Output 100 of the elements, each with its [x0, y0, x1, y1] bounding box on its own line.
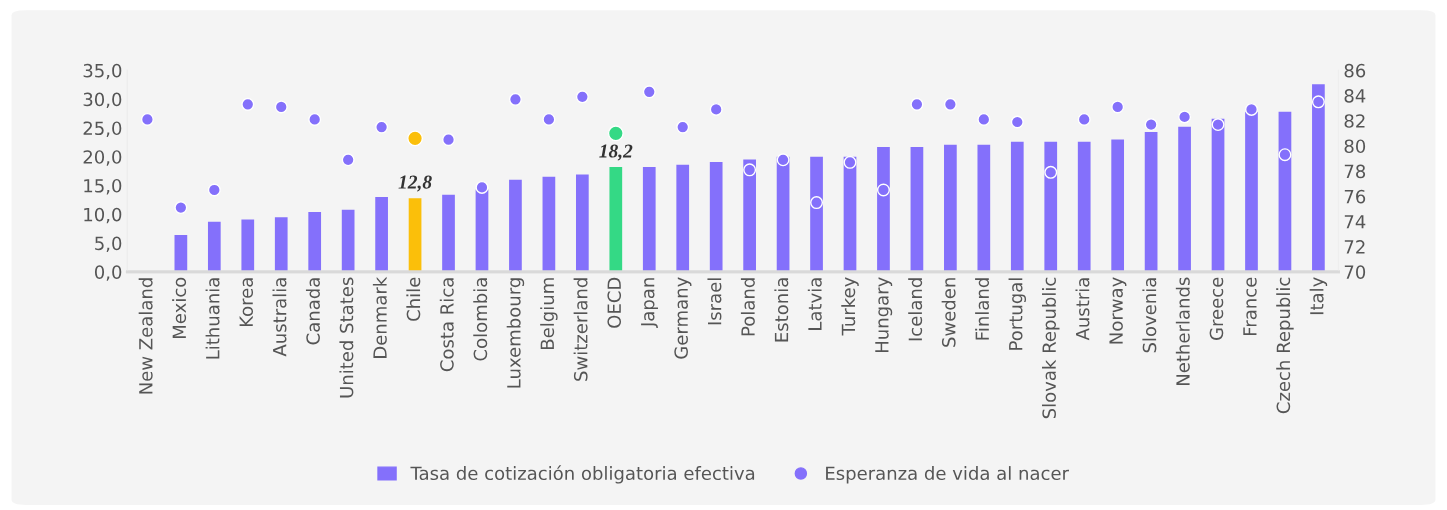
legend-label: Tasa de cotización obligatoria efectiva: [410, 465, 755, 484]
y-tick-label: 15,0: [84, 178, 122, 195]
point: [542, 112, 556, 126]
y-tick-label: 0,0: [94, 265, 122, 281]
point: [743, 163, 757, 177]
bar: [743, 159, 756, 272]
x-tick-label: Estonia: [774, 278, 789, 342]
bar: [642, 167, 656, 272]
x-tick-label: Luxembourg: [506, 278, 525, 388]
y2-tick-label: 82: [1344, 114, 1365, 128]
point: [308, 112, 322, 126]
point: [642, 85, 656, 99]
bar: [509, 179, 522, 272]
x-tick-label: Denmark: [372, 276, 387, 358]
x-tick-label: Netherlands: [1175, 277, 1190, 385]
bar: [910, 146, 924, 272]
point: [709, 102, 723, 116]
x-tick-label: Sweden: [941, 278, 956, 347]
point: [876, 183, 890, 197]
x-tick-label: Canada: [305, 278, 320, 345]
point: [575, 90, 589, 104]
bar: [207, 221, 221, 272]
point: [1144, 118, 1158, 132]
point: [207, 183, 221, 197]
point: [241, 97, 255, 111]
bar: [1211, 118, 1225, 272]
x-tick-label: Latvia: [807, 278, 822, 330]
x-tick-label: Norway: [1109, 277, 1127, 344]
point: [1211, 118, 1225, 132]
point: [1010, 115, 1024, 129]
x-tick-label: New Zealand: [138, 278, 153, 394]
point: [174, 201, 188, 215]
point: [977, 112, 991, 126]
x-tick-label: Korea: [239, 278, 254, 327]
point: [910, 97, 924, 111]
point: [843, 155, 857, 169]
point: [442, 133, 456, 147]
point: [140, 112, 154, 126]
point: [943, 97, 957, 111]
x-tick-label: Chile: [406, 277, 421, 321]
point: [810, 196, 824, 210]
bar: [609, 167, 623, 272]
point: [1311, 95, 1325, 109]
y2-tick-label: 70: [1344, 265, 1366, 279]
y-tick-label: 10,0: [84, 207, 122, 224]
point: [274, 100, 288, 114]
x-tick-label: Australia: [272, 278, 287, 357]
x-tick-label: Belgium: [540, 278, 558, 349]
x-tick-label: Portugal: [1008, 278, 1027, 350]
bar: [1178, 126, 1191, 272]
point: [1044, 165, 1058, 179]
x-tick-label: Czech Republic: [1276, 277, 1294, 414]
bar: [1044, 141, 1058, 272]
bar: [442, 194, 455, 272]
bar: [241, 219, 255, 272]
bar: [1278, 111, 1292, 272]
point: [1244, 102, 1258, 116]
bar: [408, 198, 422, 272]
point: [1278, 148, 1292, 162]
point: [375, 120, 389, 134]
bar: [575, 174, 589, 272]
bar: [1010, 141, 1024, 272]
data-label: 18,2: [599, 144, 633, 161]
x-tick-label: Germany: [674, 277, 692, 359]
x-tick-label: Austria: [1075, 278, 1090, 341]
bar: [174, 234, 188, 272]
y2-tick-label: 74: [1344, 215, 1366, 229]
data-label: 12,8: [398, 175, 432, 192]
bar: [308, 211, 322, 272]
bar: [274, 217, 288, 272]
y2-tick-label: 86: [1344, 63, 1366, 78]
x-tick-label: Hungary: [875, 277, 893, 353]
x-tick-label: Lithuania: [205, 278, 220, 359]
x-tick-label: United States: [339, 277, 354, 398]
point: [341, 153, 355, 167]
x-tick-label: Iceland: [908, 278, 923, 341]
bar: [1077, 141, 1091, 272]
bar: [341, 209, 355, 272]
point: [1178, 110, 1192, 124]
y-tick-label: 20,0: [83, 150, 122, 166]
point: [508, 92, 522, 106]
y2-tick-label: 76: [1344, 189, 1366, 204]
bar: [709, 161, 723, 272]
x-tick-label: Japan: [641, 278, 658, 328]
x-tick-label: France: [1243, 277, 1257, 335]
y2-tick-label: 84: [1344, 89, 1366, 103]
y2-tick-label: 78: [1344, 164, 1366, 179]
x-tick-label: Greece: [1209, 277, 1224, 340]
y-tick-label: 30,0: [83, 92, 122, 109]
point: [475, 180, 489, 194]
x-tick-label: Costa Rica: [439, 278, 454, 372]
x-tick-label: Israel: [707, 278, 722, 325]
x-tick-label: Finland: [975, 278, 990, 340]
x-tick-label: Poland: [740, 278, 755, 336]
bar: [1312, 84, 1325, 272]
y2-tick-label: 80: [1344, 139, 1366, 154]
point: [676, 120, 690, 134]
y-tick-label: 35,0: [83, 63, 122, 80]
legend-label: Esperanza de vida al nacer: [826, 466, 1069, 484]
bar: [676, 164, 690, 272]
